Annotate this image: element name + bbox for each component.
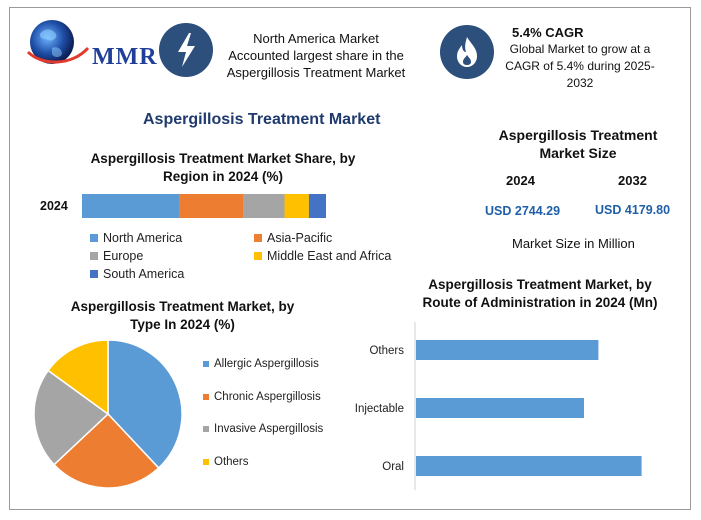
header-line-3: Aspergillosis Treatment Market	[226, 65, 406, 80]
route-bar-others	[416, 340, 599, 360]
market-size-title: Aspergillosis Treatment Market Size	[488, 126, 668, 162]
route-chart-title-line-1: Aspergillosis Treatment Market, by	[428, 277, 652, 292]
logo-text: MMR	[92, 44, 158, 70]
type-legend-item-chronic-aspergillosis: Chronic Aspergillosis	[203, 391, 321, 403]
cagr-line-1: Global Market to grow at a	[509, 42, 651, 56]
legend-label: Middle East and Africa	[267, 249, 392, 263]
legend-label: Allergic Aspergillosis	[214, 358, 319, 370]
legend-swatch	[254, 234, 262, 242]
legend-label: Chronic Aspergillosis	[214, 390, 321, 403]
legend-swatch	[90, 234, 98, 242]
pie-slice-others	[47, 339, 109, 416]
legend-swatch	[203, 393, 209, 400]
type-chart-title-line-1: Aspergillosis Treatment Market, by	[70, 299, 295, 314]
cagr-line-2: CAGR of 5.4% during 2025-	[505, 59, 655, 73]
region-legend-item-europe: Europe	[90, 249, 143, 263]
legend-swatch	[203, 361, 209, 367]
type-pie-chart	[33, 339, 183, 489]
route-bar-label-oral: Oral	[382, 461, 404, 473]
legend-label: South America	[103, 267, 185, 281]
region-legend-item-south-america: South America	[90, 267, 184, 281]
route-bar-oral	[416, 456, 642, 476]
legend-label: Asia-Pacific	[267, 231, 333, 245]
route-bar-label-others: Others	[369, 345, 404, 357]
region-bar-segment-middle-east-and-africa	[284, 194, 309, 218]
region-bar-segment-south-america	[308, 194, 326, 218]
region-bar-segment-north-america	[82, 194, 180, 218]
legend-swatch	[254, 252, 262, 260]
year-2024-label: 2024	[506, 173, 535, 188]
region-legend-item-north-america: North America	[90, 231, 182, 245]
legend-label: Europe	[103, 249, 144, 263]
region-legend-item-asia-pacific: Asia-Pacific	[254, 231, 332, 245]
region-stacked-bar-chart: 2024	[40, 194, 326, 218]
type-legend-item-others: Others	[203, 456, 249, 468]
region-bar-category-label: 2024	[40, 199, 68, 213]
route-chart-title-line-2: Route of Administration in 2024 (Mn)	[422, 295, 658, 310]
infographic-frame	[9, 7, 691, 510]
region-chart-title-line-1: Aspergillosis Treatment Market Share, by	[90, 151, 356, 166]
region-bar-segment-asia-pacific	[179, 194, 244, 218]
region-chart-title-line-2: Region in 2024 (%)	[162, 169, 284, 184]
lightning-icon	[159, 23, 213, 77]
header-cagr-text: 5.4% CAGR Global Market to grow at a CAG…	[503, 24, 657, 92]
type-legend-item-invasive-aspergillosis: Invasive Aspergillosis	[203, 423, 323, 435]
market-size-unit: Market Size in Million	[512, 236, 635, 251]
value-2032: USD 4179.80	[595, 203, 671, 217]
cagr-line-3: 2032	[566, 76, 594, 90]
legend-swatch	[203, 458, 209, 465]
legend-swatch	[90, 270, 98, 278]
legend-label: North America	[103, 231, 183, 245]
type-chart-title-line-2: Type In 2024 (%)	[130, 317, 235, 332]
year-2032-label: 2032	[618, 173, 647, 188]
region-chart-title: Aspergillosis Treatment Market Share, by…	[68, 150, 378, 186]
main-title: Aspergillosis Treatment Market	[143, 111, 381, 128]
value-2024: USD 2744.29	[485, 204, 561, 218]
pie-slice-allergic-aspergillosis	[107, 339, 183, 470]
cagr-title: 5.4% CAGR	[512, 25, 584, 40]
flame-icon	[440, 25, 494, 79]
route-bar-chart: Others Injectable Oral	[355, 322, 642, 490]
legend-swatch	[90, 252, 98, 260]
legend-label: Others	[214, 455, 249, 468]
pie-slice-chronic-aspergillosis	[52, 412, 160, 489]
market-size-title-line-2: Market Size	[539, 145, 617, 161]
header-line-1: North America Market	[253, 31, 379, 46]
header-north-america-text: North America Market Accounted largest s…	[215, 30, 417, 81]
legend-swatch	[203, 426, 209, 432]
pie-slice-invasive-aspergillosis	[33, 369, 110, 466]
mmr-logo: MMR	[22, 12, 157, 72]
region-bar-segment-europe	[243, 194, 285, 218]
header-line-2: Accounted largest share in the	[228, 48, 404, 63]
type-chart-title: Aspergillosis Treatment Market, by Type …	[40, 298, 325, 334]
route-bar-injectable	[416, 398, 584, 418]
route-bar-label-injectable: Injectable	[355, 403, 404, 415]
legend-label: Invasive Aspergillosis	[214, 423, 324, 435]
region-legend-item-middle-east-and-africa: Middle East and Africa	[254, 249, 391, 263]
route-chart-title: Aspergillosis Treatment Market, by Route…	[405, 276, 675, 312]
market-size-title-line-1: Aspergillosis Treatment	[498, 127, 658, 143]
type-legend-item-allergic-aspergillosis: Allergic Aspergillosis	[203, 358, 319, 370]
